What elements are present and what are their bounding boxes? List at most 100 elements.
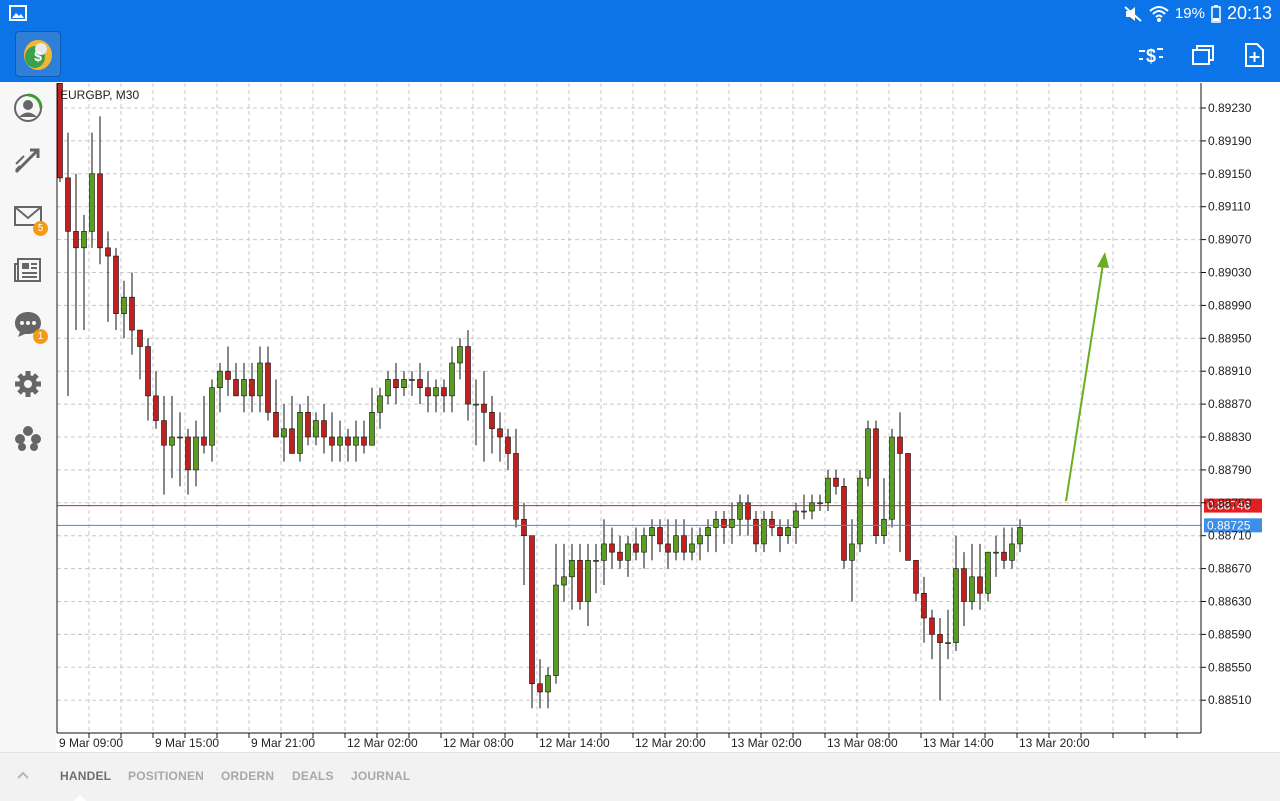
candlestick-chart[interactable]: 0.88746 0.88725 0.89230 0.89190 0.89150 0.89… [56, 82, 1280, 752]
candle-body [697, 535, 703, 545]
bull-candle [473, 379, 479, 446]
metatrader-logo-icon[interactable]: $ [15, 31, 61, 77]
bear-candle [497, 412, 503, 462]
candle-body [201, 436, 207, 446]
bear-candle [913, 560, 919, 602]
candle-body [761, 518, 767, 545]
bull-candle [385, 371, 391, 405]
y-tick-label: 0.88630 [1208, 595, 1252, 609]
bear-candle [265, 346, 271, 421]
ask-price-label: 0.88746 [1207, 499, 1251, 513]
x-tick-label: 12 Mar 08:00 [443, 736, 514, 750]
battery-icon [1211, 4, 1221, 23]
tab-deals[interactable]: DEALS [292, 769, 334, 783]
community-icon[interactable] [12, 422, 44, 454]
y-tick-label: 0.88750 [1208, 496, 1252, 510]
y-tick-label: 0.89230 [1208, 101, 1252, 115]
candle-body [993, 551, 999, 554]
bull-candle [241, 362, 247, 413]
candle-body [169, 436, 175, 446]
tab-handel[interactable]: HANDEL [60, 769, 112, 783]
bull-candle [881, 478, 887, 544]
chevron-up-icon[interactable] [16, 770, 30, 780]
bear-candle [137, 329, 143, 380]
bull-candle [81, 214, 87, 331]
bear-candle [609, 527, 615, 569]
account-icon[interactable] [12, 92, 44, 124]
bear-candle [897, 412, 903, 553]
bear-candle [873, 420, 879, 544]
bear-candle [225, 346, 231, 396]
candle-body [889, 436, 895, 520]
candle-body [369, 412, 375, 446]
tab-ordern[interactable]: ORDERN [221, 769, 275, 783]
tab-journal[interactable]: JOURNAL [351, 769, 411, 783]
news-icon[interactable] [12, 254, 44, 286]
new-order-icon[interactable] [1240, 41, 1268, 69]
bull-candle [369, 387, 375, 446]
candle-body [65, 177, 71, 232]
bear-candle [937, 617, 943, 701]
y-tick-label: 0.89190 [1208, 134, 1252, 148]
bull-candle [801, 494, 807, 520]
bear-candle [769, 511, 775, 536]
candle-body [105, 247, 111, 257]
bear-candle [745, 494, 751, 536]
trade-icon[interactable] [12, 146, 44, 178]
candle-body [737, 502, 743, 520]
bear-candle [393, 362, 399, 405]
bear-candle [345, 428, 351, 462]
candle-body [913, 560, 919, 594]
bull-candle [545, 667, 551, 709]
candle-body [465, 346, 471, 405]
bear-candle [521, 502, 527, 586]
candle-body [473, 403, 479, 406]
bear-candle [321, 404, 327, 454]
candle-body [673, 535, 679, 553]
candle-body [857, 477, 863, 545]
settings-icon[interactable] [12, 368, 44, 400]
bull-candle [457, 338, 463, 380]
candle-body [529, 535, 535, 685]
candle-body [273, 412, 279, 438]
candle-body [497, 428, 503, 438]
bull-candle [849, 519, 855, 602]
bull-candle [569, 543, 575, 610]
tab-positionen[interactable]: POSITIONEN [128, 769, 205, 783]
bull-candle [793, 502, 799, 544]
candle-body [185, 436, 191, 471]
candle-body [89, 173, 95, 232]
candle-body [393, 379, 399, 388]
windows-icon[interactable] [1189, 41, 1217, 69]
bear-candle [305, 395, 311, 446]
bull-candle [401, 371, 407, 396]
candle-body [1017, 527, 1023, 545]
mail-icon[interactable]: 5 [12, 200, 48, 236]
bear-candle [425, 371, 431, 413]
candle-body [561, 576, 567, 586]
bull-candle [353, 420, 359, 462]
y-tick-label: 0.89070 [1208, 233, 1252, 247]
bull-candle [737, 494, 743, 536]
chat-icon[interactable]: 1 [12, 308, 48, 344]
bear-candle [417, 362, 423, 405]
bear-candle [361, 420, 367, 454]
bull-candle [809, 494, 815, 520]
svg-text:$: $ [34, 48, 42, 64]
x-tick-label: 9 Mar 09:00 [59, 736, 123, 750]
quick-trade-icon[interactable]: $ [1137, 41, 1165, 69]
candle-body [289, 428, 295, 454]
candle-body [833, 477, 839, 487]
bear-candle [721, 511, 727, 544]
price-chart[interactable]: 0.88746 0.88725 0.89230 0.89190 0.89150 0.89… [56, 82, 1280, 752]
candle-body [961, 568, 967, 602]
svg-text:$: $ [1146, 46, 1156, 66]
bear-candle [465, 330, 471, 421]
candle-body [177, 436, 183, 439]
y-tick-label: 0.89110 [1208, 200, 1251, 214]
bear-candle [513, 428, 519, 528]
candle-body [161, 420, 167, 446]
candle-body [129, 296, 135, 331]
app-toolbar: $ $ [0, 26, 1280, 82]
candle-body [897, 436, 903, 454]
